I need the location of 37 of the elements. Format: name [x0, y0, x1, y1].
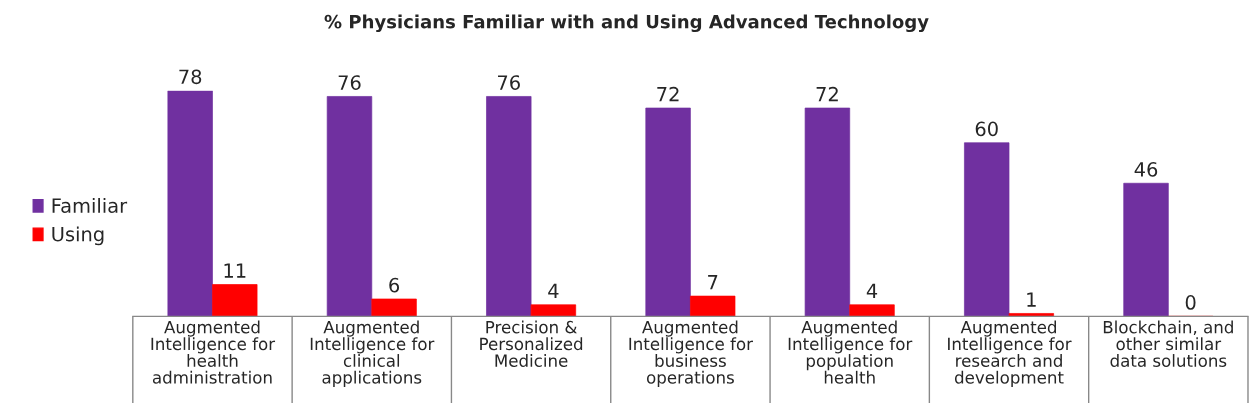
- bar: [964, 142, 1010, 317]
- bar: [645, 107, 691, 317]
- data-label: 1: [1027, 292, 1036, 307]
- data-label: 46: [1134, 162, 1158, 177]
- data-label: 4: [548, 283, 559, 298]
- data-label: 76: [498, 75, 520, 90]
- x-tick-label: Blockchain, and other similar data solutions: [1103, 320, 1233, 367]
- data-label: 72: [657, 86, 679, 102]
- bar: [849, 304, 895, 317]
- x-tick-label: Augmented Intelligence for business operations: [629, 320, 753, 387]
- data-label: 78: [179, 69, 202, 85]
- data-label: 0: [1185, 295, 1196, 310]
- legend-label: Familiar: [52, 197, 128, 213]
- data-label: 6: [389, 277, 400, 293]
- x-tick-label: Precision & Personalized Medicine: [480, 320, 583, 367]
- legend-label: Using: [52, 226, 104, 246]
- bar: [212, 284, 258, 317]
- bar: [1123, 182, 1169, 317]
- x-tick-label: Augmented Intelligence for research and development: [948, 320, 1072, 387]
- data-label: 76: [338, 75, 361, 90]
- bar: [167, 90, 213, 317]
- data-label: 60: [975, 121, 998, 137]
- chart-title: % Physicians Familiar with and Using Advanced Technology: [324, 14, 929, 33]
- bar: [530, 304, 577, 317]
- x-tick-label: Augmented Intelligence for population health: [788, 320, 913, 384]
- data-label: 7: [708, 275, 718, 290]
- bar: [326, 96, 373, 317]
- bar: [1008, 313, 1054, 317]
- data-label: 11: [224, 263, 246, 278]
- bar: [804, 107, 851, 317]
- data-label: 4: [866, 283, 878, 298]
- x-tick-label: Augmented Intelligence for health administration: [151, 320, 276, 384]
- bar: [371, 298, 417, 317]
- x-tick-label: Augmented Intelligence for clinical applications: [310, 320, 435, 387]
- bar: [690, 295, 736, 317]
- data-label: 72: [816, 86, 838, 102]
- bar: [486, 96, 532, 317]
